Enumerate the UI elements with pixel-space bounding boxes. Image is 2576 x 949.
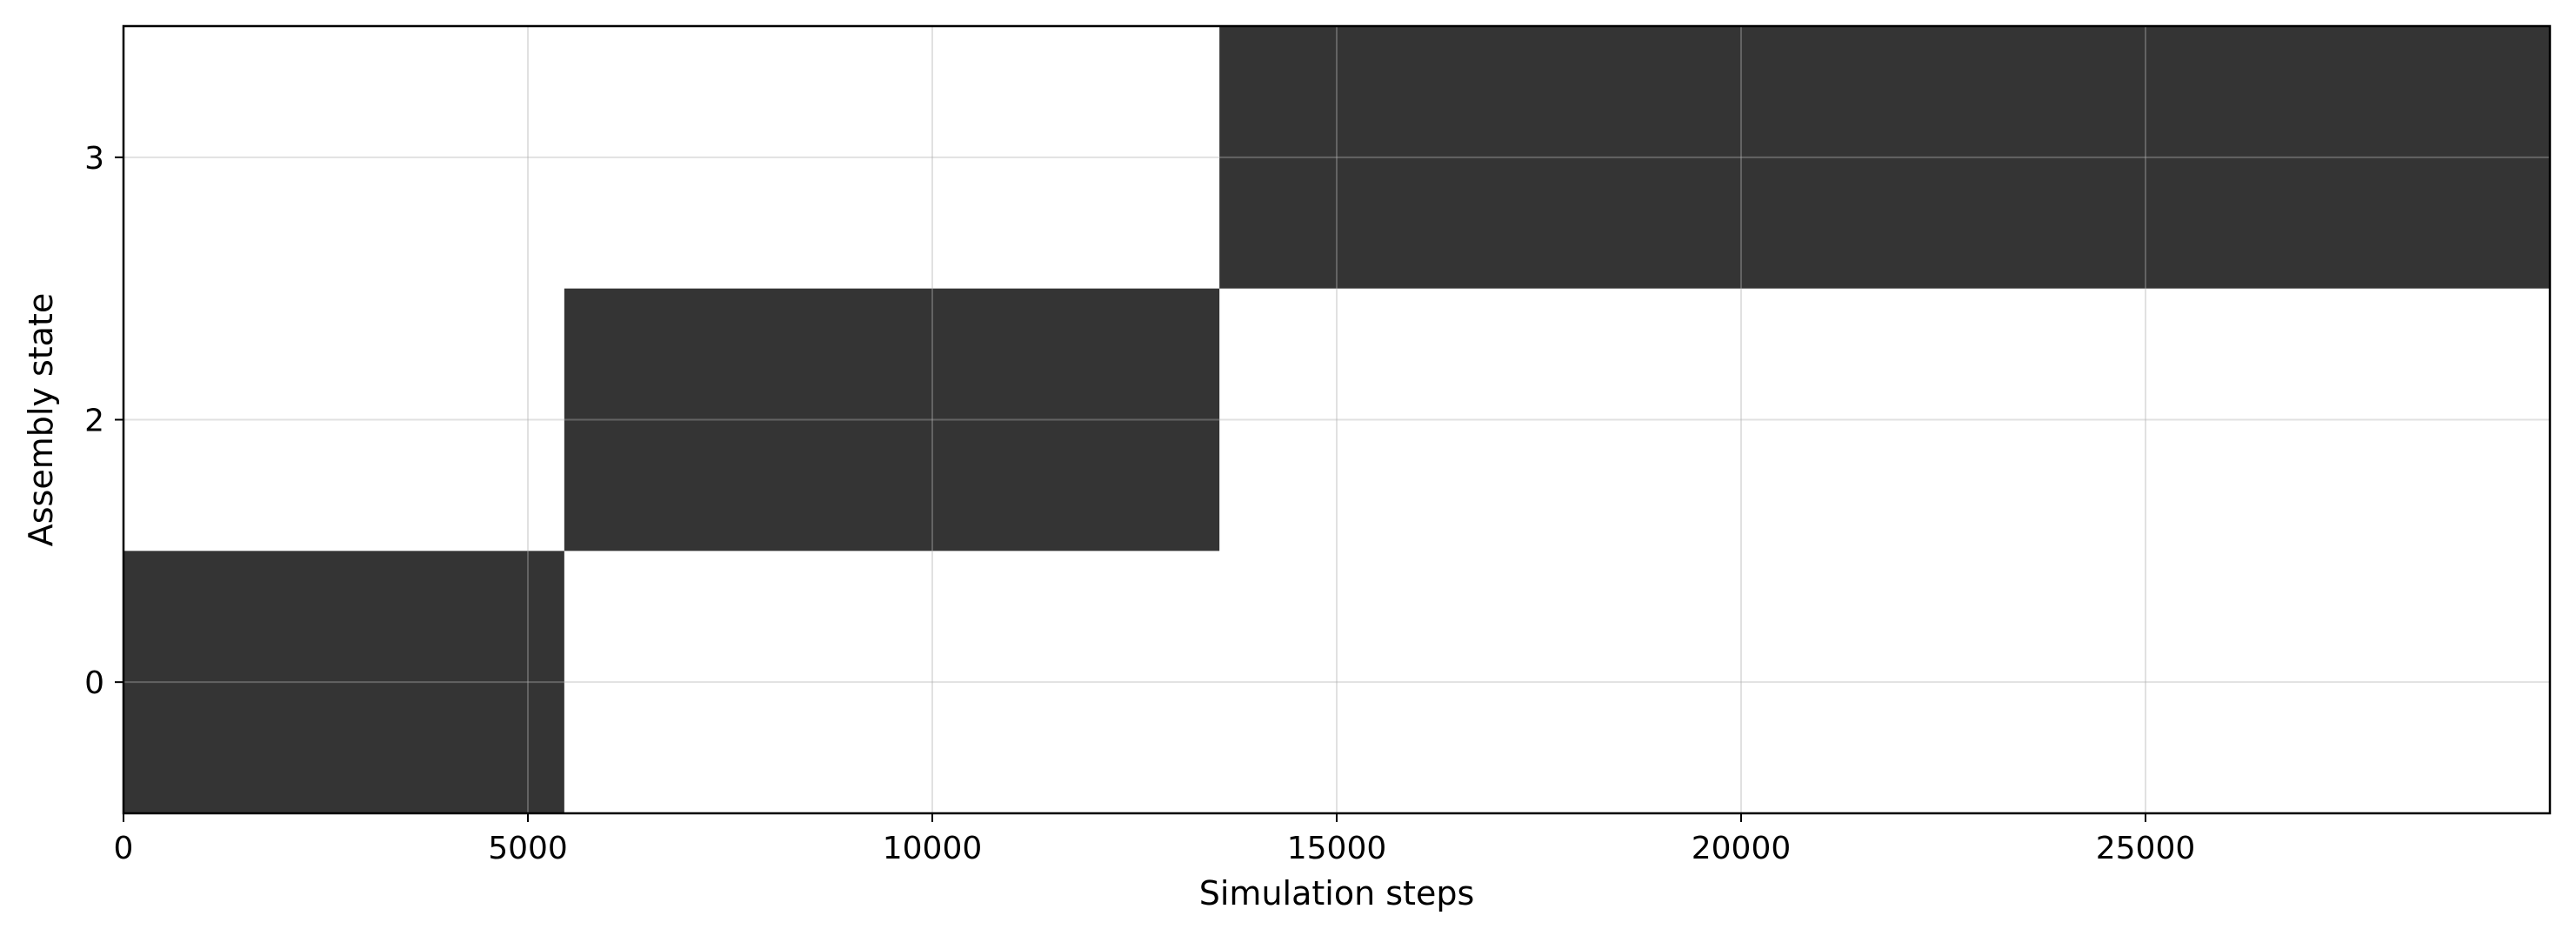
x-tick-label: 15000 — [1287, 831, 1387, 866]
x-axis-ticks: 0 5000 10000 15000 20000 25000 — [114, 813, 2196, 866]
state-cell-0 — [123, 551, 564, 813]
x-tick-label: 0 — [114, 831, 134, 866]
x-tick-label: 20000 — [1692, 831, 1792, 866]
x-tick-label: 10000 — [883, 831, 983, 866]
x-tick-label: 5000 — [488, 831, 568, 866]
state-cell-2 — [564, 288, 1220, 551]
y-axis-ticks: 0 2 3 — [84, 141, 123, 701]
y-axis-label: Assembly state — [22, 293, 60, 547]
state-cell-3 — [1219, 26, 2550, 289]
y-tick-label: 0 — [84, 665, 104, 701]
state-cells — [123, 26, 2550, 813]
x-axis-label: Simulation steps — [1199, 874, 1475, 912]
y-tick-label: 2 — [84, 404, 104, 439]
y-tick-label: 3 — [84, 141, 104, 177]
x-tick-label: 25000 — [2096, 831, 2196, 866]
